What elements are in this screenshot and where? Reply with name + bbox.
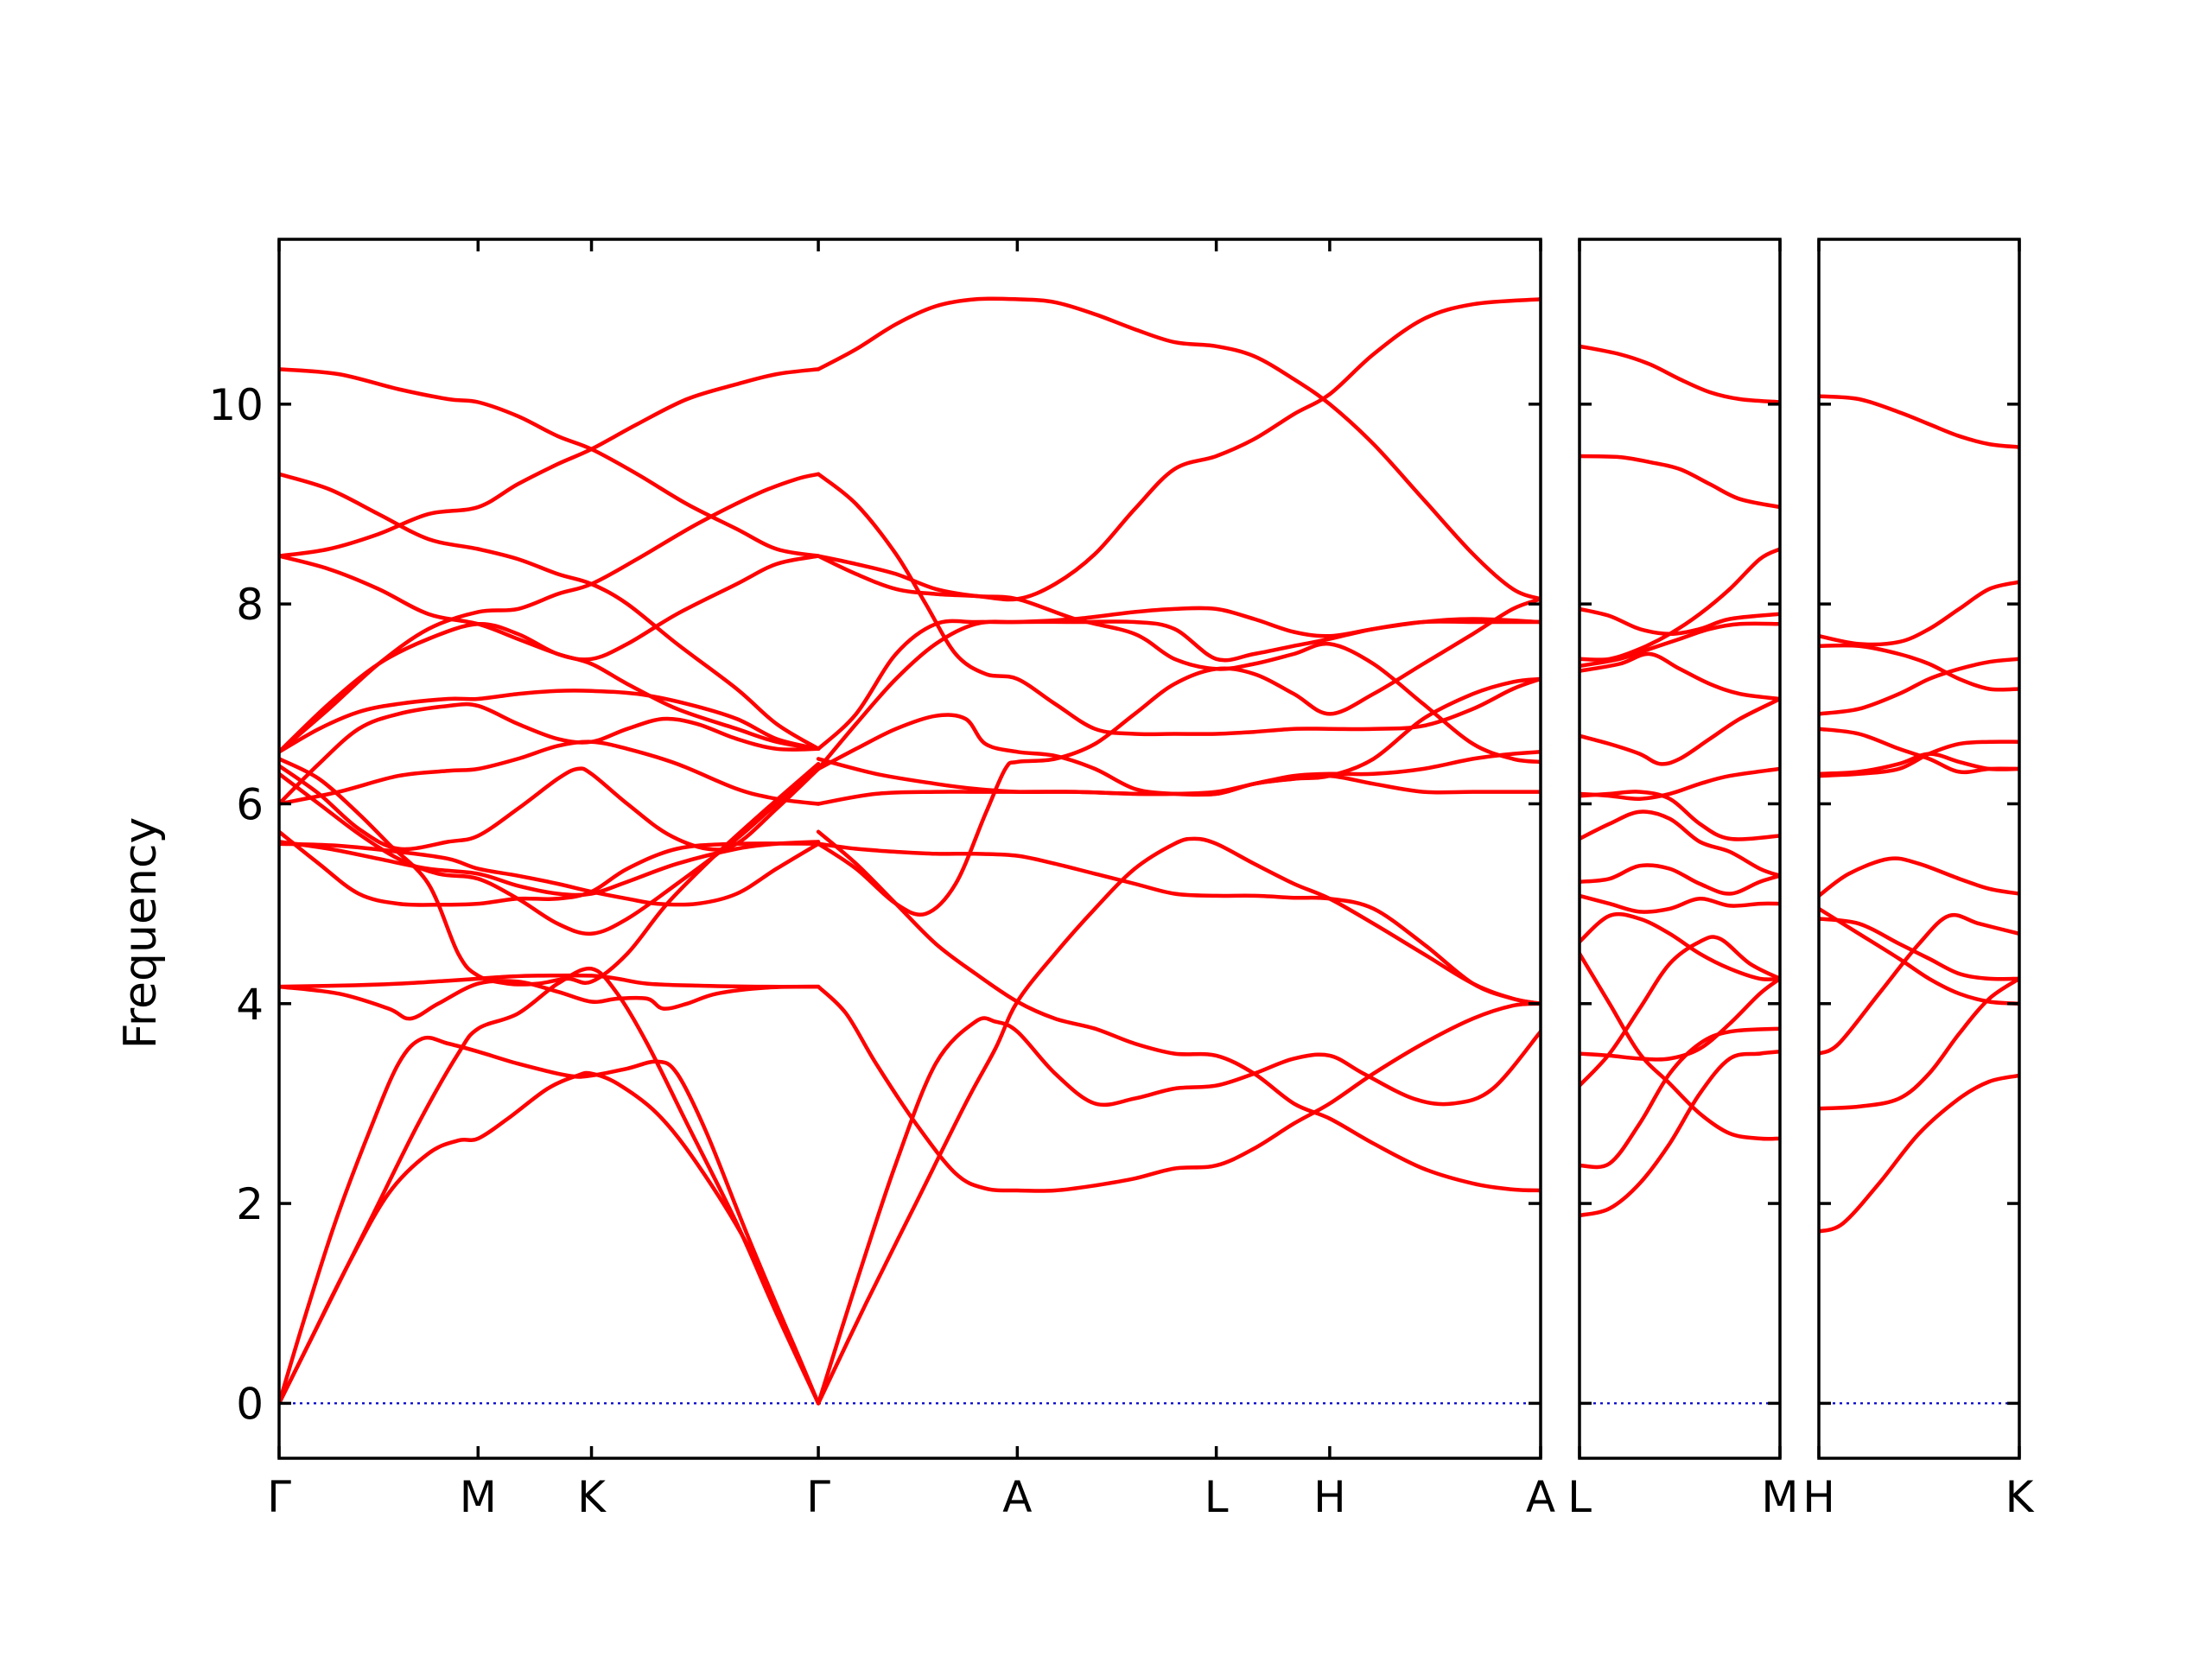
x-tick-label: M [1761, 1472, 1798, 1522]
band-line-13 [1819, 394, 2019, 449]
band-line-29 [816, 676, 1541, 797]
band-line-4 [1580, 976, 1780, 1062]
y-tick-label: 4 [236, 980, 264, 1030]
band-line-2 [1819, 976, 2019, 1111]
band-line-7 [1580, 893, 1780, 914]
band-group [279, 296, 1541, 1406]
band-line-26 [816, 829, 1541, 1193]
band-line-11 [1819, 643, 2019, 692]
x-tick-label: Γ [267, 1472, 291, 1522]
band-line-15 [1580, 606, 1780, 637]
y-tick-label: 0 [236, 1379, 264, 1429]
band-line-14 [1580, 621, 1780, 669]
band-line-20 [279, 367, 821, 558]
band-line-10 [1580, 790, 1780, 841]
band-line-5 [1580, 951, 1780, 1141]
band-line-1 [1580, 1050, 1780, 1218]
band-line-34 [816, 296, 1541, 601]
band-line-8 [1580, 863, 1780, 896]
y-tick-label: 8 [236, 580, 264, 630]
x-tick-label: A [1002, 1472, 1032, 1522]
band-line-11 [1580, 766, 1780, 801]
y-axis-label: Frequency [115, 817, 167, 1050]
band-line-5 [279, 979, 821, 1021]
band-line-5 [1819, 906, 2019, 1006]
band-line-35 [816, 297, 1541, 602]
band-line-17 [279, 554, 821, 752]
band-line-9 [1819, 727, 2019, 775]
band-line-13 [1580, 651, 1780, 701]
band-line-10 [1819, 657, 2019, 716]
band-line-3 [1819, 912, 2019, 1056]
x-tick-label: H [1802, 1472, 1835, 1522]
x-tick-label: K [2005, 1472, 2035, 1522]
band-line-16 [1580, 547, 1780, 662]
band-line-12 [279, 739, 821, 806]
band-group [1819, 394, 2019, 1234]
band-line-19 [279, 472, 821, 752]
x-tick-label: A [1526, 1472, 1555, 1522]
band-line-33 [816, 472, 1541, 737]
band-line-6 [1580, 911, 1780, 981]
band-line-32 [816, 554, 1541, 765]
band-line-24 [816, 597, 1541, 917]
y-tick-label: 2 [236, 1179, 264, 1229]
band-line-12 [1819, 580, 2019, 647]
band-line-23 [816, 984, 1541, 1193]
band-line-9 [279, 757, 821, 987]
x-tick-label: Γ [806, 1472, 830, 1522]
band-line-4 [279, 973, 821, 989]
band-line-9 [1580, 809, 1780, 878]
x-tick-label: L [1567, 1472, 1592, 1522]
band-line-16 [279, 554, 821, 754]
band-line-7 [279, 840, 821, 898]
x-tick-label: M [460, 1472, 497, 1522]
x-tick-label: K [577, 1472, 607, 1522]
band-group [1580, 344, 1780, 1218]
band-line-31 [816, 606, 1541, 752]
band-line-1 [279, 1035, 821, 1406]
band-line-1 [1819, 1073, 2019, 1234]
panel-frame [1578, 238, 1782, 1460]
x-tick-label: H [1313, 1472, 1346, 1522]
band-line-3 [1580, 935, 1780, 1088]
band-line-2 [1580, 1026, 1780, 1170]
band-line-28 [816, 750, 1541, 797]
panel-frame [1817, 238, 2021, 1460]
band-line-17 [1580, 454, 1780, 510]
band-line-6 [1819, 856, 2019, 898]
band-line-14 [279, 689, 821, 754]
x-tick-label: L [1205, 1472, 1229, 1522]
y-tick-label: 10 [208, 380, 264, 430]
band-line-3 [279, 966, 821, 1406]
panel-frame [277, 238, 1542, 1460]
band-line-18 [279, 367, 821, 558]
band-line-25 [816, 841, 1541, 1006]
band-line-21 [816, 1016, 1541, 1406]
y-tick-label: 6 [236, 779, 264, 829]
band-line-27 [816, 773, 1541, 806]
band-line-30 [816, 619, 1541, 771]
band-line-4 [1819, 917, 2019, 981]
band-line-18 [1580, 344, 1780, 404]
band-line-13 [279, 701, 821, 806]
band-line-22 [816, 836, 1541, 1406]
band-line-12 [1580, 696, 1780, 766]
band-line-11 [279, 766, 821, 936]
